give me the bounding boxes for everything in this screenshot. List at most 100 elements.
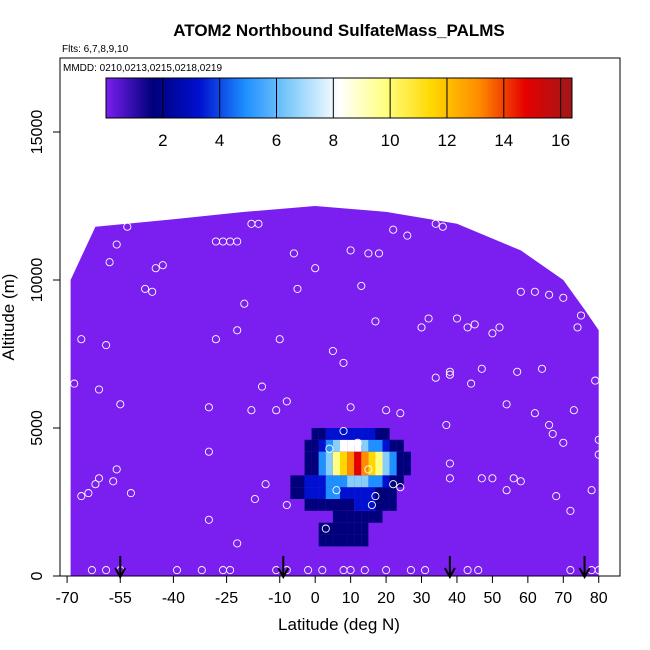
heatmap-cell	[340, 451, 348, 464]
heatmap-cell	[382, 499, 390, 511]
y-axis: 0 5000 10000 15000	[29, 110, 61, 580]
x-axis: -70 -55 -40 -25 -10 0 10 20 30 40 50 60 70 80	[56, 575, 608, 607]
sample-point	[254, 219, 263, 228]
heatmap-cell	[375, 463, 383, 476]
sample-point	[566, 506, 575, 515]
sample-point	[226, 566, 235, 575]
sample-point	[477, 474, 486, 483]
sample-point	[339, 426, 348, 436]
heatmap-cell	[318, 428, 326, 440]
sample-point	[233, 237, 242, 246]
x-tick-label: 20	[377, 590, 395, 607]
dates-note: MMDD: 0210,0213,0215,0218,0219	[63, 63, 222, 74]
sample-point	[470, 320, 479, 329]
sample-point	[123, 222, 132, 231]
heatmap-cell	[332, 510, 340, 523]
heatmap-cell	[354, 463, 362, 476]
sample-point	[364, 249, 373, 258]
heatmap-cell	[382, 463, 390, 476]
heatmap-cell	[340, 439, 348, 452]
sample-point	[594, 435, 603, 444]
sample-point	[548, 429, 557, 438]
heatmap-cell	[304, 451, 312, 464]
flights-note: Flts: 6,7,8,9,10	[62, 44, 129, 55]
x-tick-label: 30	[413, 590, 431, 607]
sample-point	[346, 246, 355, 255]
sample-point	[573, 323, 582, 332]
x-tick-label: -40	[162, 590, 185, 607]
heatmap-cell	[361, 499, 369, 511]
sample-point	[339, 358, 348, 367]
profile-arrow-head	[277, 567, 290, 580]
heatmap-cell	[347, 510, 355, 523]
sample-point	[545, 420, 554, 430]
sample-point	[569, 406, 578, 415]
sample-point	[77, 335, 86, 344]
heatmap-cell	[318, 475, 326, 488]
sample-point	[272, 406, 281, 415]
chart-title: ATOM2 Northbound SulfateMass_PALMS	[173, 21, 505, 40]
sample-point	[318, 566, 327, 575]
heatmap-cell	[347, 439, 355, 452]
sample-point	[247, 406, 256, 415]
sample-point	[396, 483, 405, 492]
heatmap-cell	[354, 439, 362, 452]
heatmap-cell	[311, 451, 319, 464]
colorbar-tick-label: 4	[215, 131, 224, 150]
heatmap-cell	[396, 475, 404, 488]
heatmap-cell	[297, 475, 305, 488]
heatmap-cell	[325, 451, 333, 464]
heatmap-cell	[361, 510, 369, 523]
heatmap-cell	[375, 428, 383, 440]
heatmap-cell	[382, 451, 390, 464]
sample-point	[148, 287, 157, 296]
colorbar-ticks: 2 4 6 8 10 12 14 16	[158, 78, 570, 150]
heatmap-cell	[389, 451, 397, 464]
heatmap-cell	[347, 522, 355, 535]
heatmap-cell	[325, 499, 333, 511]
y-tick-label: 10000	[29, 258, 46, 303]
heatmap-cell	[332, 499, 340, 511]
sample-point	[467, 379, 476, 388]
sample-point	[594, 566, 603, 575]
heatmap-cell	[290, 487, 298, 499]
sample-point	[94, 385, 104, 394]
heatmap-cell	[297, 487, 305, 499]
sample-point	[421, 566, 430, 575]
sample-point	[204, 447, 213, 456]
heatmap-cell	[354, 510, 362, 523]
heatmap-cell	[311, 487, 319, 499]
dome-background	[70, 206, 599, 576]
y-axis-label: Altitude (m)	[0, 274, 18, 361]
sample-point	[502, 400, 511, 409]
heatmap-cell	[361, 451, 369, 464]
x-tick-label: 40	[448, 590, 466, 607]
heatmap-cell	[368, 439, 376, 452]
heatmap-cell	[311, 439, 319, 452]
x-tick-label: -25	[215, 590, 238, 607]
sample-point	[431, 219, 440, 228]
x-tick-label: 10	[342, 590, 360, 607]
heatmap-cell	[332, 487, 340, 499]
sample-point	[530, 409, 539, 418]
colorbar-tick-label: 2	[158, 131, 167, 150]
profile-arrows	[114, 556, 591, 580]
colorbar-tick-label: 16	[551, 131, 570, 150]
heatmap-cell	[368, 499, 376, 511]
heatmap-cell	[354, 534, 362, 547]
heatmap-cell	[382, 439, 390, 452]
heatmap-cell	[325, 534, 333, 547]
x-axis-label: Latitude (deg N)	[278, 615, 400, 634]
heatmap-cell	[368, 487, 376, 499]
sample-point	[282, 500, 291, 510]
heatmap-cell	[347, 487, 355, 499]
heatmap-cell	[311, 499, 319, 511]
profile-arrow-head	[578, 567, 591, 580]
sample-point	[275, 335, 284, 344]
sample-point	[353, 438, 362, 447]
sample-point	[552, 492, 561, 501]
sample-point	[445, 459, 454, 468]
colorbar	[105, 77, 573, 119]
heatmap-field	[70, 206, 599, 576]
heatmap-cell	[318, 451, 326, 464]
